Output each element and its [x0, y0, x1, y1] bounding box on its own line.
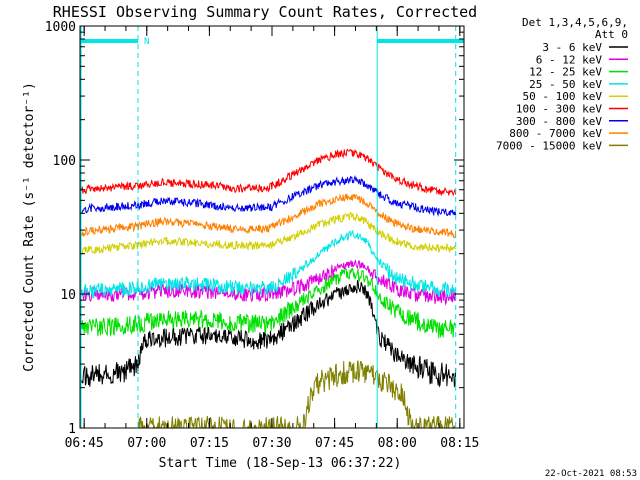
x-tick-label: 06:45: [65, 436, 104, 451]
y-tick-label: 1000: [45, 20, 76, 35]
legend-label: 12 - 25 keV: [529, 66, 602, 79]
legend-label: 50 - 100 keV: [523, 90, 603, 103]
legend-label: 3 - 6 keV: [542, 41, 602, 54]
flag-bar-label: N: [144, 37, 149, 47]
x-tick-label: 08:00: [378, 436, 417, 451]
series-line-800-7000-kev: [81, 193, 457, 239]
flag-bar-segment-2: [377, 39, 464, 43]
series-line-50-100-kev: [81, 211, 457, 255]
legend-label: 6 - 12 keV: [536, 53, 603, 66]
x-tick-label: 07:45: [315, 436, 354, 451]
legend-label: 100 - 300 keV: [516, 103, 602, 116]
legend-label: 300 - 800 keV: [516, 115, 602, 128]
x-axis-label: Start Time (18-Sep-13 06:37:22): [159, 456, 402, 471]
x-tick-label: 07:15: [190, 436, 229, 451]
series-line-3-6-kev: [81, 280, 457, 388]
chart-title: RHESSI Observing Summary Count Rates, Co…: [53, 3, 477, 21]
legend-label: 800 - 7000 keV: [509, 127, 602, 140]
flag-bar-segment-1: [80, 39, 138, 43]
y-tick-label: 100: [53, 154, 76, 169]
x-tick-label: 07:00: [127, 436, 166, 451]
series-line-7000-15000-kev: [138, 360, 456, 430]
legend-header-line1: Det 1,3,4,5,6,9,: [522, 16, 628, 29]
x-tick-label: 08:15: [440, 436, 479, 451]
overlay-layer: N: [80, 26, 464, 428]
timestamp: 22-Oct-2021 08:53: [545, 469, 637, 479]
series-line-300-800-kev: [81, 174, 457, 217]
y-tick-label: 1: [68, 422, 76, 437]
legend-label: 7000 - 15000 keV: [496, 139, 602, 152]
y-axis-label: Corrected Count Rate (s⁻¹ detector⁻¹): [22, 82, 37, 372]
axes-layer: 1 10 100 1000 06:45 07:00 07:15 07:30 07:45 08:00…: [45, 20, 480, 451]
series-line-12-25-kev: [81, 266, 457, 339]
series-layer: [81, 148, 457, 430]
series-line-100-300-kev: [81, 148, 457, 197]
legend-label: 25 - 50 keV: [529, 78, 602, 91]
legend-header-line2: Att 0: [595, 28, 628, 41]
series-line-25-50-kev: [81, 230, 456, 299]
x-tick-label: 07:30: [252, 436, 291, 451]
y-tick-label: 10: [60, 288, 76, 303]
